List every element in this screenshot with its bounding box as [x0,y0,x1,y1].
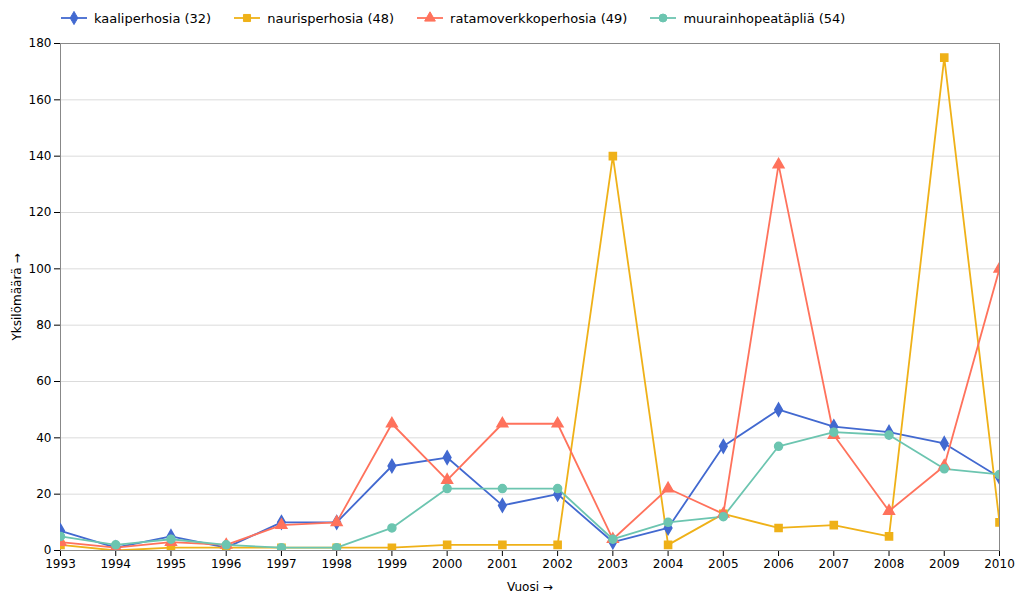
svg-text:1997: 1997 [266,557,297,571]
html-text:muurainhopeatäpliä (54): muurainhopeatäpliä (54) [683,10,846,26]
svg-text:1995: 1995 [156,557,187,571]
svg-text:2008: 2008 [874,557,905,571]
svg-text:40: 40 [36,431,51,445]
svg-text:2007: 2007 [819,557,850,571]
svg-text:180: 180 [29,36,52,50]
html-text:naurisperhosia (48): naurisperhosia (48) [267,10,395,26]
svg-text:1993: 1993 [45,557,76,571]
svg-text:20: 20 [36,487,51,501]
svg-text:2006: 2006 [763,557,794,571]
svg-text:0: 0 [44,543,52,557]
svg-text:120: 120 [29,205,52,219]
svg-text:1999: 1999 [377,557,408,571]
html-text:kaaliperhosia (32): kaaliperhosia (32) [94,10,212,26]
svg-text:2001: 2001 [487,557,518,571]
svg-text:60: 60 [36,374,51,388]
svg-text:100: 100 [29,262,52,276]
svg-text:2009: 2009 [929,557,960,571]
html-text:ratamoverkkoperhosia (49): ratamoverkkoperhosia (49) [450,10,628,26]
svg-text:2004: 2004 [653,557,684,571]
svg-text:140: 140 [29,149,52,163]
svg-text:80: 80 [36,318,51,332]
svg-text:Yksilömäärä →: Yksilömäärä → [10,253,24,341]
svg-text:2010: 2010 [984,557,1015,571]
svg-text:1994: 1994 [100,557,131,571]
svg-text:160: 160 [29,93,52,107]
svg-text:2000: 2000 [432,557,463,571]
svg-text:1996: 1996 [211,557,242,571]
svg-text:2002: 2002 [542,557,573,571]
svg-text:Vuosi →: Vuosi → [507,580,553,594]
svg-text:2003: 2003 [598,557,629,571]
svg-text:2005: 2005 [708,557,739,571]
svg-text:1998: 1998 [321,557,352,571]
